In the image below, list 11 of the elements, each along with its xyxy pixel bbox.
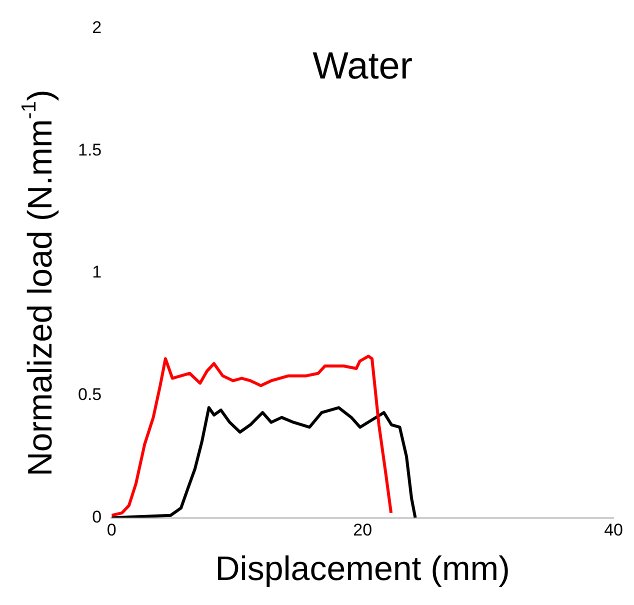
y-tick-label: 0.5: [78, 385, 102, 404]
x-tick-label: 40: [604, 520, 624, 540]
y-tick-label: 1.5: [78, 140, 102, 160]
x-axis-title: Displacement (mm): [215, 550, 510, 588]
x-tick-label: 20: [353, 520, 372, 540]
y-tick-label: 0: [92, 507, 102, 526]
x-tick-label: 0: [106, 520, 116, 540]
y-tick-label: 1: [92, 262, 102, 282]
y-tick-label: 2: [92, 18, 102, 37]
text: Water: [312, 46, 413, 88]
y-axis-title: Normalized load (N.mm-1): [18, 90, 60, 476]
